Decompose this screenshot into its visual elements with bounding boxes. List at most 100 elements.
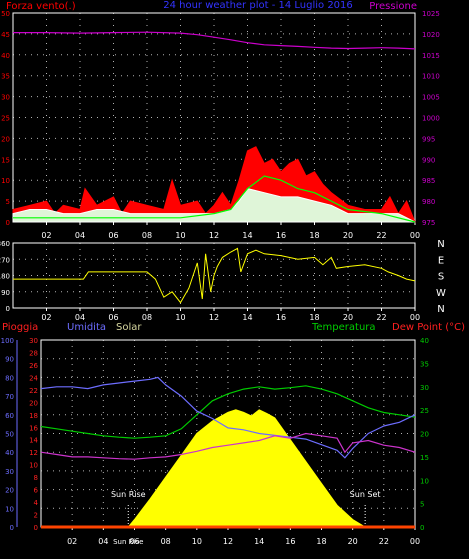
y-tick-label: 30	[1, 94, 10, 102]
y-tick-label: 80	[5, 374, 14, 382]
y-tick-label: 10	[1, 177, 10, 185]
y-tick-label: 985	[422, 177, 435, 185]
y-tick-label: 20	[29, 399, 38, 407]
y-tick-label: 12	[29, 449, 38, 457]
y-tick-label: 15	[1, 156, 10, 164]
x-tick-label: 04	[75, 313, 85, 322]
wind-axis-label: Forza vento(.)	[6, 1, 76, 12]
x-tick-label: 08	[161, 537, 171, 546]
y-tick-label: 25	[420, 407, 429, 415]
y-tick-label: 70	[5, 393, 14, 401]
y-tick-label: 24	[29, 374, 38, 382]
y-tick-label: 8	[34, 474, 38, 482]
x-tick-label: 04	[98, 537, 108, 546]
x-tick-label: 04	[75, 231, 85, 240]
x-tick-label: 22	[376, 313, 386, 322]
x-tick-label: 12	[209, 231, 219, 240]
x-tick-label: 02	[67, 537, 77, 546]
series-dewpoint	[40, 432, 416, 460]
y-tick-label: 995	[422, 135, 435, 143]
y-tick-label: 26	[29, 362, 38, 370]
x-tick-label: 14	[242, 313, 252, 322]
y-tick-label: 30	[420, 384, 429, 392]
x-tick-label: 22	[379, 537, 389, 546]
series-solar	[127, 409, 367, 528]
x-tick-label: 06	[108, 313, 118, 322]
y-tick-label: 28	[29, 349, 38, 357]
y-tick-label: 2	[34, 512, 38, 520]
x-tick-label: 22	[376, 231, 386, 240]
compass-label: S	[438, 272, 444, 283]
x-tick-label: 10	[192, 537, 202, 546]
x-tick-label: 20	[343, 313, 353, 322]
y-tick-label: 60	[5, 412, 14, 420]
sun-set-label: Sun Set	[350, 490, 381, 499]
y-tick-label: 0	[34, 524, 38, 532]
x-tick-label: 20	[348, 537, 358, 546]
series-gust	[12, 188, 416, 223]
x-tick-label: 10	[175, 313, 185, 322]
x-tick-label: 16	[285, 537, 295, 546]
chart-title: 24 hour weather plot - 14 Luglio 2016	[163, 0, 353, 11]
y-tick-label: 45	[1, 31, 10, 39]
y-tick-label: 5	[420, 501, 424, 509]
x-tick-label: 10	[175, 231, 185, 240]
solar-axis-label: Solar	[116, 322, 142, 333]
y-tick-label: 180	[0, 273, 10, 281]
y-tick-label: 20	[1, 135, 10, 143]
temperature-axis-label: Temperatura	[311, 322, 376, 333]
y-tick-label: 4	[34, 499, 39, 507]
y-tick-label: 25	[1, 115, 10, 123]
y-tick-label: 30	[5, 468, 14, 476]
y-tick-label: 35	[1, 73, 10, 81]
x-tick-label: 12	[223, 537, 233, 546]
x-tick-label: 18	[316, 537, 326, 546]
x-tick-label: 00	[410, 537, 420, 546]
y-tick-label: 0	[420, 524, 424, 532]
y-tick-label: 15	[420, 454, 429, 462]
y-tick-label: 6	[34, 487, 39, 495]
y-tick-label: 100	[1, 337, 14, 345]
y-tick-label: 10	[420, 477, 429, 485]
y-tick-label: 10	[29, 462, 38, 470]
y-tick-label: 0	[6, 305, 10, 313]
y-tick-label: 22	[29, 387, 38, 395]
compass-label: N	[437, 304, 444, 315]
y-tick-label: 5	[6, 198, 10, 206]
x-tick-label: 18	[309, 313, 319, 322]
y-tick-label: 40	[5, 449, 14, 457]
x-tick-label: 02	[41, 231, 51, 240]
x-tick-label: 06	[108, 231, 118, 240]
y-tick-label: 360	[0, 240, 10, 248]
y-tick-label: 10	[5, 505, 14, 513]
y-tick-label: 1020	[422, 31, 440, 39]
temperature-humidity-panel: 02 04 06 08 10 12 14 16 18 20 22 000102030405060708…	[1, 337, 429, 546]
y-tick-label: 1015	[422, 52, 440, 60]
dewpoint-axis-label: Dew Point (°C)	[392, 322, 465, 333]
x-tick-label: 02	[41, 313, 51, 322]
x-tick-label: 16	[276, 231, 286, 240]
y-tick-label: 18	[29, 412, 38, 420]
y-tick-label: 975	[422, 219, 435, 227]
x-tick-label: 00	[410, 313, 420, 322]
series-temperature	[40, 385, 416, 439]
humidity-axis-label: Umidita	[67, 322, 106, 333]
compass-label: W	[436, 288, 446, 299]
x-tick-label: 16	[276, 313, 286, 322]
sun-rise-label: Sun Rise	[111, 490, 146, 499]
series-humidity	[40, 376, 416, 459]
x-tick-label: 08	[142, 313, 152, 322]
y-tick-label: 270	[0, 256, 10, 264]
y-tick-label: 1010	[422, 73, 440, 81]
y-tick-label: 20	[420, 431, 429, 439]
y-tick-label: 1005	[422, 94, 440, 102]
x-tick-label: 14	[242, 231, 252, 240]
pressure-axis-label: Pressione	[369, 1, 417, 12]
y-tick-label: 14	[29, 437, 38, 445]
series-wind-average	[13, 175, 416, 223]
y-tick-label: 1025	[422, 10, 440, 18]
rain-axis-label: Pioggia	[2, 322, 38, 333]
x-tick-label: 12	[209, 313, 219, 322]
y-tick-label: 0	[6, 219, 10, 227]
